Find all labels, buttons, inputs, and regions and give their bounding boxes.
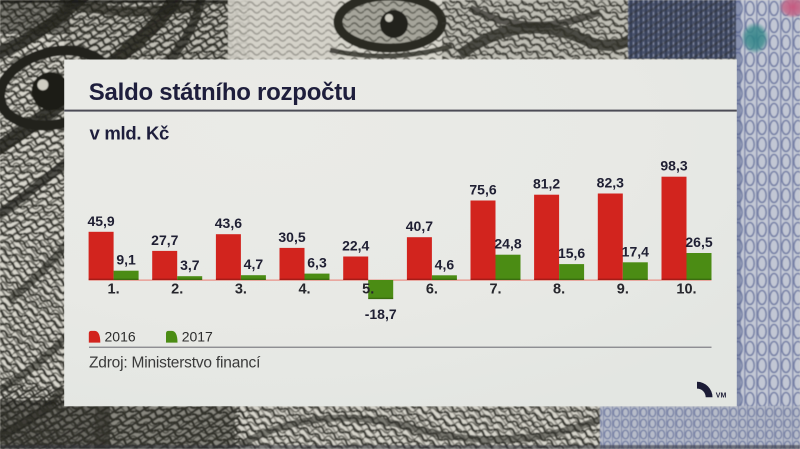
svg-text:4,6: 4,6: [435, 256, 455, 272]
svg-text:17,4: 17,4: [622, 243, 649, 259]
svg-text:81,2: 81,2: [533, 176, 560, 192]
svg-text:9,1: 9,1: [116, 252, 136, 268]
svg-text:10.: 10.: [676, 282, 696, 298]
svg-text:15,6: 15,6: [558, 245, 585, 261]
svg-text:45,9: 45,9: [87, 213, 114, 229]
svg-text:3.: 3.: [235, 282, 247, 298]
svg-text:5.: 5.: [362, 282, 374, 298]
svg-text:6.: 6.: [426, 282, 438, 298]
svg-text:43,6: 43,6: [215, 215, 242, 231]
svg-text:2017: 2017: [182, 329, 213, 345]
svg-text:-18,7: -18,7: [365, 306, 397, 322]
svg-text:Zdroj: Ministerstvo financí: Zdroj: Ministerstvo financí: [89, 355, 261, 372]
svg-text:6,3: 6,3: [307, 255, 327, 271]
svg-text:98,3: 98,3: [660, 158, 687, 174]
svg-text:9.: 9.: [617, 282, 629, 298]
svg-text:30,5: 30,5: [278, 229, 305, 245]
svg-text:2.: 2.: [171, 282, 183, 298]
svg-text:3,7: 3,7: [180, 257, 200, 273]
svg-text:7.: 7.: [489, 282, 501, 298]
svg-text:40,7: 40,7: [406, 218, 433, 234]
svg-text:1.: 1.: [108, 282, 120, 298]
svg-text:22,4: 22,4: [342, 238, 369, 254]
svg-text:4.: 4.: [298, 282, 310, 298]
svg-text:Saldo státního rozpočtu: Saldo státního rozpočtu: [89, 79, 357, 106]
svg-text:27,7: 27,7: [151, 232, 178, 248]
svg-text:26,5: 26,5: [685, 234, 712, 250]
svg-text:2016: 2016: [105, 329, 136, 345]
svg-text:8.: 8.: [553, 282, 565, 298]
svg-text:75,6: 75,6: [469, 182, 496, 198]
svg-text:v mld. Kč: v mld. Kč: [90, 123, 170, 144]
svg-text:VM: VM: [716, 392, 727, 399]
svg-text:24,8: 24,8: [494, 236, 521, 252]
svg-text:4,7: 4,7: [244, 256, 264, 272]
svg-text:82,3: 82,3: [597, 175, 624, 191]
